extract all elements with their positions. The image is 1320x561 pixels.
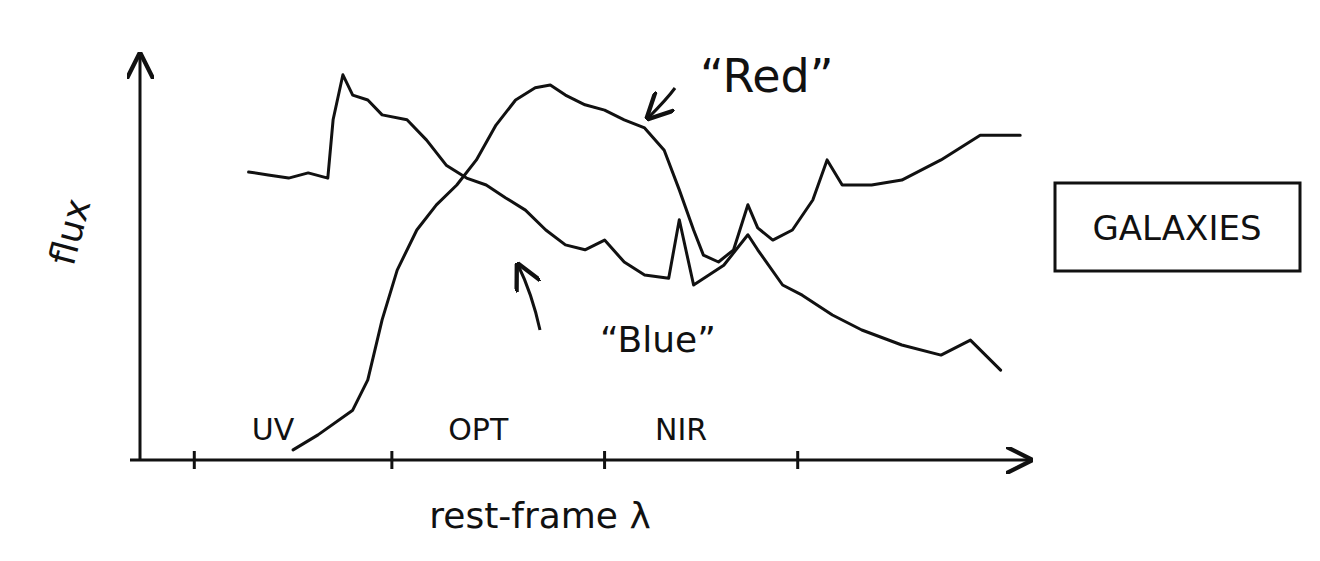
y-axis-label: flux xyxy=(41,194,98,269)
region-label: UV xyxy=(252,412,295,447)
x-tick xyxy=(390,451,393,469)
region-label: OPT xyxy=(448,412,509,447)
region-label: NIR xyxy=(655,412,707,447)
x-tick xyxy=(796,451,799,469)
x-axis xyxy=(130,459,1030,462)
title-box xyxy=(1055,183,1300,271)
background xyxy=(0,0,1320,561)
y-axis xyxy=(139,55,142,460)
plot-area xyxy=(249,75,1021,450)
series-line xyxy=(249,75,1001,370)
title: GALAXIES xyxy=(1093,208,1262,248)
x-tick xyxy=(603,451,606,469)
label-arrow xyxy=(648,88,675,118)
series-line xyxy=(293,85,1020,450)
x-axis-label: rest-frame λ xyxy=(429,495,651,536)
x-tick xyxy=(193,451,196,469)
chart: UV OPT NIR flux rest-frame λ GALAXIES “Red” “Bl… xyxy=(0,0,1320,561)
label-arrow xyxy=(518,265,540,330)
series-label: “Red” xyxy=(700,49,834,103)
series-label: “Blue” xyxy=(600,319,716,360)
